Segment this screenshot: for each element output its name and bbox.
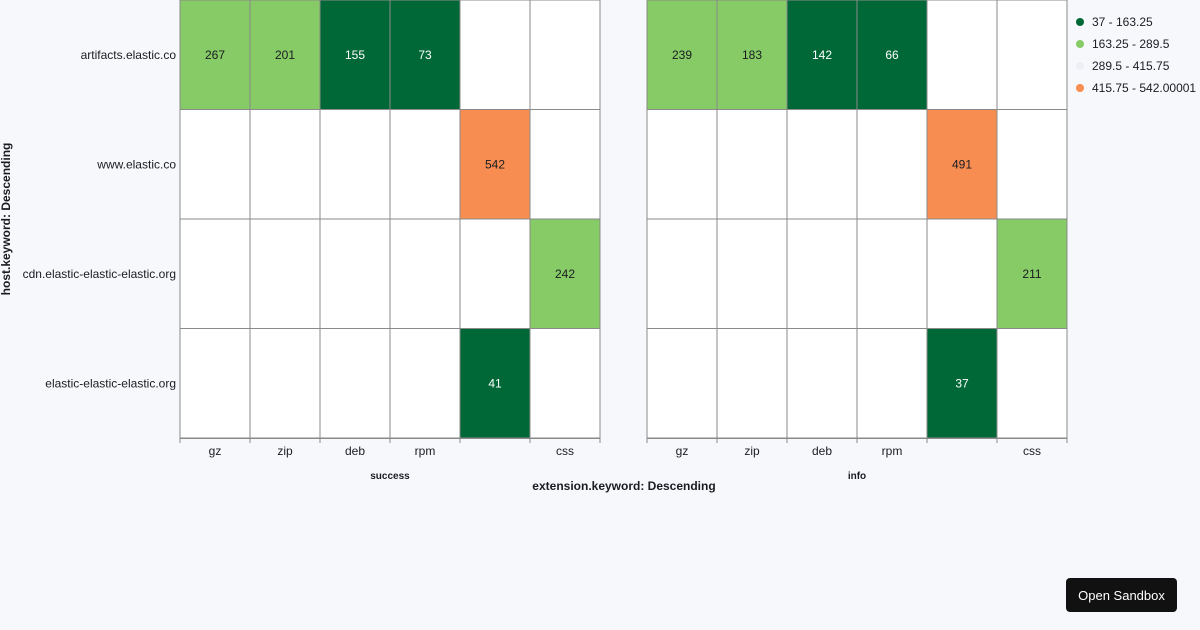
heatmap-cell[interactable]	[786, 218, 858, 329]
heatmap-cell[interactable]	[856, 0, 928, 110]
x-tick-label: css	[556, 444, 574, 458]
x-tick-label: gz	[676, 444, 689, 458]
cell-value-label: 41	[488, 376, 502, 390]
heatmap-cell[interactable]	[459, 218, 531, 329]
heatmap-cell[interactable]	[389, 218, 461, 329]
legend-item-label[interactable]: 163.25 - 289.5	[1092, 37, 1170, 51]
heatmap-cell[interactable]	[529, 328, 601, 439]
panel-label: success	[370, 471, 410, 482]
heatmap-cell[interactable]	[249, 109, 321, 220]
cell-value-label: 155	[345, 48, 365, 62]
cell-value-label: 491	[952, 157, 972, 171]
x-tick-label: rpm	[415, 444, 436, 458]
legend-item-label[interactable]: 37 - 163.25	[1092, 15, 1153, 29]
y-tick-label: elastic-elastic-elastic.org	[45, 376, 176, 390]
heatmap-cell[interactable]	[646, 109, 718, 220]
heatmap-cell[interactable]	[856, 328, 928, 439]
heatmap-cell[interactable]	[179, 109, 251, 220]
heatmap-cell[interactable]	[926, 328, 998, 439]
heatmap-cell[interactable]	[996, 328, 1068, 439]
legend-item-label[interactable]: 415.75 - 542.00001	[1092, 81, 1196, 95]
y-tick-label: cdn.elastic-elastic-elastic.org	[23, 267, 176, 281]
y-axis-title: host.keyword: Descending	[0, 143, 13, 296]
heatmap-cell[interactable]	[319, 0, 391, 110]
cell-value-label: 242	[555, 267, 575, 281]
heatmap-cell[interactable]	[716, 328, 788, 439]
heatmap-cell[interactable]	[996, 218, 1068, 329]
y-tick-label: www.elastic.co	[96, 157, 176, 171]
legend-swatch	[1076, 84, 1084, 92]
heatmap-cell[interactable]	[319, 109, 391, 220]
cell-value-label: 211	[1022, 267, 1041, 281]
cell-value-label: 37	[955, 376, 969, 390]
legend-swatch	[1076, 18, 1084, 26]
heatmap-cell[interactable]	[786, 328, 858, 439]
cell-value-label: 73	[418, 48, 432, 62]
cell-value-label: 542	[485, 157, 505, 171]
heatmap-cell[interactable]	[716, 109, 788, 220]
cell-value-label: 267	[205, 48, 225, 62]
heatmap-cell[interactable]	[996, 109, 1068, 220]
x-tick-label: gz	[209, 444, 222, 458]
legend-item-label[interactable]: 289.5 - 415.75	[1092, 59, 1170, 73]
legend-swatch	[1076, 62, 1084, 70]
heatmap-cell[interactable]	[996, 0, 1068, 110]
heatmap-cell[interactable]	[319, 328, 391, 439]
heatmap-cell[interactable]	[389, 0, 461, 110]
heatmap-cell[interactable]	[249, 218, 321, 329]
heatmap-cell[interactable]	[716, 218, 788, 329]
heatmap-cell[interactable]	[389, 328, 461, 439]
heatmap-cell[interactable]	[249, 0, 321, 110]
panel-label: info	[848, 471, 866, 482]
heatmap-cell[interactable]	[249, 328, 321, 439]
heatmap-cell[interactable]	[786, 0, 858, 110]
heatmap-cell[interactable]	[926, 218, 998, 329]
heatmap-cell[interactable]	[529, 109, 601, 220]
heatmap-cell[interactable]	[856, 109, 928, 220]
heatmap-cell[interactable]	[926, 109, 998, 220]
x-axis-title: extension.keyword: Descending	[532, 479, 715, 493]
heatmap-cell[interactable]	[179, 218, 251, 329]
heatmap-cell[interactable]	[646, 328, 718, 439]
heatmap-cell[interactable]	[459, 109, 531, 220]
open-sandbox-button[interactable]: Open Sandbox	[1066, 578, 1177, 612]
heatmap-cell[interactable]	[529, 0, 601, 110]
x-tick-label: deb	[812, 444, 832, 458]
heatmap-cell[interactable]	[319, 218, 391, 329]
heatmap-cell[interactable]	[786, 109, 858, 220]
x-tick-label: deb	[345, 444, 365, 458]
cell-value-label: 239	[672, 48, 692, 62]
cell-value-label: 142	[812, 48, 832, 62]
heatmap-cell[interactable]	[856, 218, 928, 329]
heatmap-cell[interactable]	[389, 109, 461, 220]
x-tick-label: css	[1023, 444, 1041, 458]
heatmap-cell[interactable]	[459, 0, 531, 110]
x-tick-label: zip	[744, 444, 760, 458]
heatmap-cell[interactable]	[926, 0, 998, 110]
heatmap-cell[interactable]	[646, 218, 718, 329]
legend-swatch	[1076, 40, 1084, 48]
heatmap-cell[interactable]	[179, 0, 251, 110]
y-tick-label: artifacts.elastic.co	[81, 48, 177, 62]
cell-value-label: 66	[885, 48, 899, 62]
cell-value-label: 201	[275, 48, 295, 62]
heatmap-cell[interactable]	[179, 328, 251, 439]
cell-value-label: 183	[742, 48, 762, 62]
x-tick-label: rpm	[882, 444, 903, 458]
x-tick-label: zip	[277, 444, 293, 458]
